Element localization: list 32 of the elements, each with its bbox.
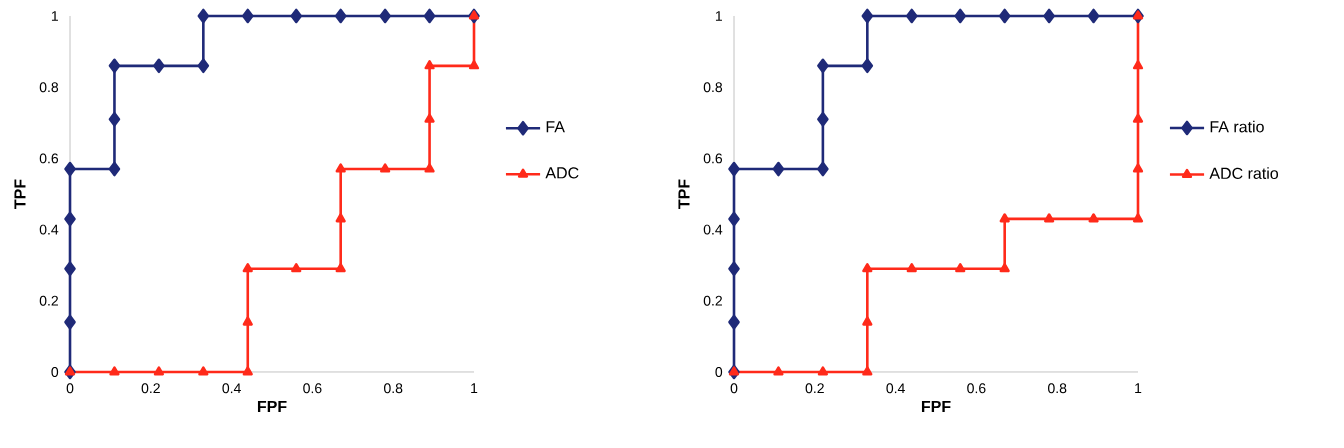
y-tick-label: 0.2	[39, 295, 58, 306]
x-tick-label: 0.2	[805, 383, 824, 394]
y-tick-label: 0.2	[703, 295, 722, 306]
y-axis-title: TPF	[14, 179, 26, 209]
x-tick-label: 1	[471, 383, 478, 393]
x-tick-label: 0.8	[1048, 383, 1067, 394]
y-tick-label: 0.8	[39, 82, 59, 93]
y-tick-label: 0	[715, 367, 723, 377]
y-tick-label: 0.4	[703, 224, 723, 235]
x-tick-label: 1	[1135, 383, 1142, 393]
x-tick-label: 0	[730, 383, 738, 394]
y-axis-title: TPF	[678, 179, 690, 209]
y-tick-label: 0.6	[703, 153, 723, 164]
y-tick-label: 0.4	[39, 224, 59, 235]
x-axis-title: FPF	[257, 400, 287, 412]
y-tick-label: 1	[715, 11, 722, 21]
x-tick-label: 0.2	[141, 383, 160, 394]
x-tick-label: 0	[66, 383, 74, 394]
y-tick-label: 0	[51, 367, 59, 377]
x-tick-label: 0.6	[967, 383, 986, 394]
x-tick-label: 0.6	[303, 383, 322, 394]
y-tick-label: 0.6	[39, 153, 59, 164]
legend-label: FA ratio	[1210, 120, 1264, 133]
legend-label: FA	[546, 121, 565, 133]
x-tick-label: 0.4	[886, 383, 905, 394]
y-tick-label: 1	[51, 11, 58, 21]
legend-label: ADC ratio	[1209, 167, 1279, 180]
x-tick-label: 0.4	[222, 383, 241, 394]
x-tick-label: 0.8	[384, 383, 403, 394]
x-axis-title: FPF	[921, 400, 951, 412]
legend-label: ADC	[545, 167, 579, 179]
y-tick-label: 0.8	[703, 82, 723, 93]
